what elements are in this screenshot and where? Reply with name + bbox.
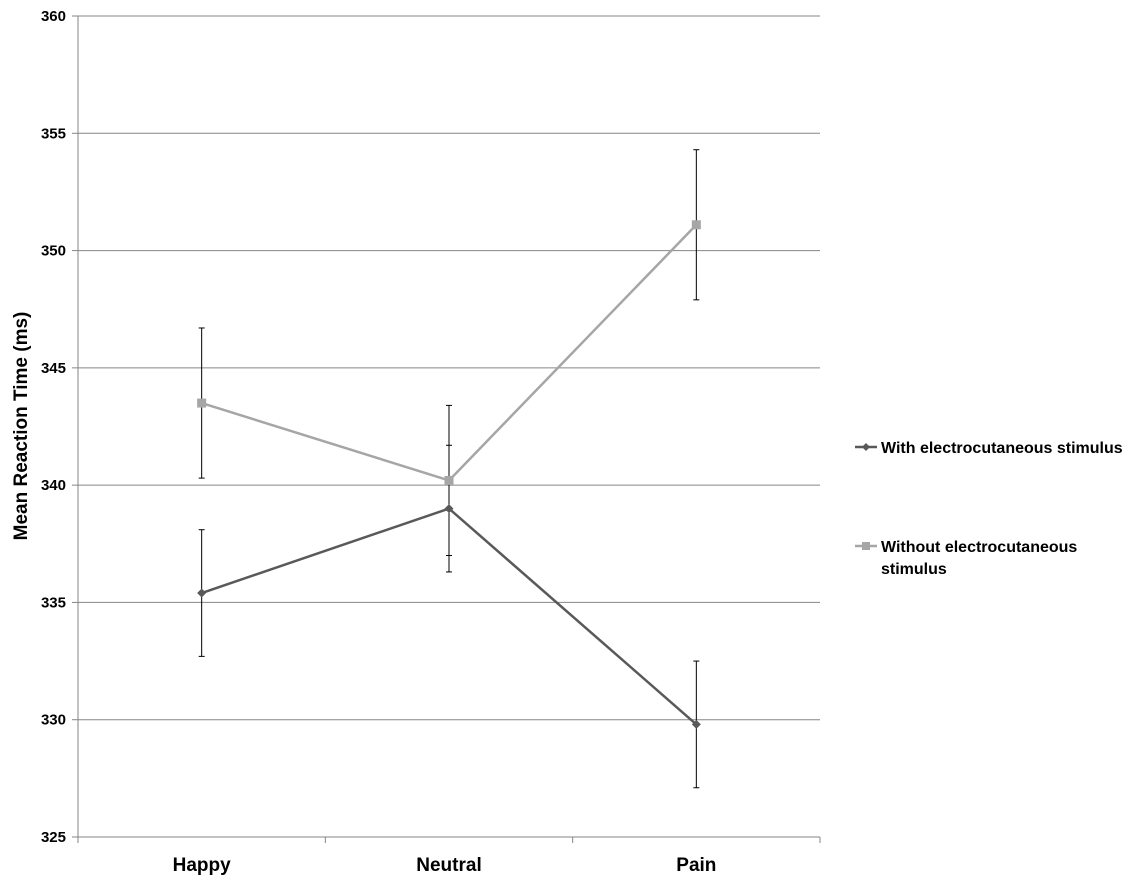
y-tick-label: 360 [41,8,66,25]
y-tick-label: 355 [41,125,66,142]
legend-swatch-marker [862,443,870,451]
y-tick-label: 325 [41,829,66,846]
y-tick-label: 335 [41,594,66,611]
x-tick-label: Pain [676,855,716,876]
y-tick-label: 350 [41,243,66,260]
data-point-square [444,475,454,485]
series-markers [197,220,701,729]
y-tick-labels: 325 330 335 340 345 350 355 360 [41,8,66,846]
legend-label-line: With electrocutaneous stimulus [881,440,1123,457]
legend-label-line: Without electrocutaneous [881,539,1077,556]
legend: With electrocutaneous stimulus Without el… [855,440,1123,578]
legend-label: With electrocutaneous stimulus [881,440,1123,457]
error-bars [198,149,700,789]
legend-label-line: stimulus [881,561,947,578]
y-axis-label: Mean Reaction Time (ms) [11,312,32,541]
data-point-diamond [691,719,701,729]
data-point-square [691,220,701,230]
y-tick-label: 345 [41,360,66,377]
legend-label: Without electrocutaneous stimulus [881,539,1077,578]
y-tick-label: 330 [41,712,66,729]
x-tick-labels: Happy Neutral Pain [173,855,717,876]
legend-swatch-marker [862,542,870,550]
y-tick-label: 340 [41,477,66,494]
x-tick-label: Neutral [416,855,481,876]
axes [72,15,821,843]
data-point-diamond [444,504,454,514]
x-tick-label: Happy [173,855,232,876]
data-point-diamond [197,588,207,598]
data-point-square [197,398,207,408]
